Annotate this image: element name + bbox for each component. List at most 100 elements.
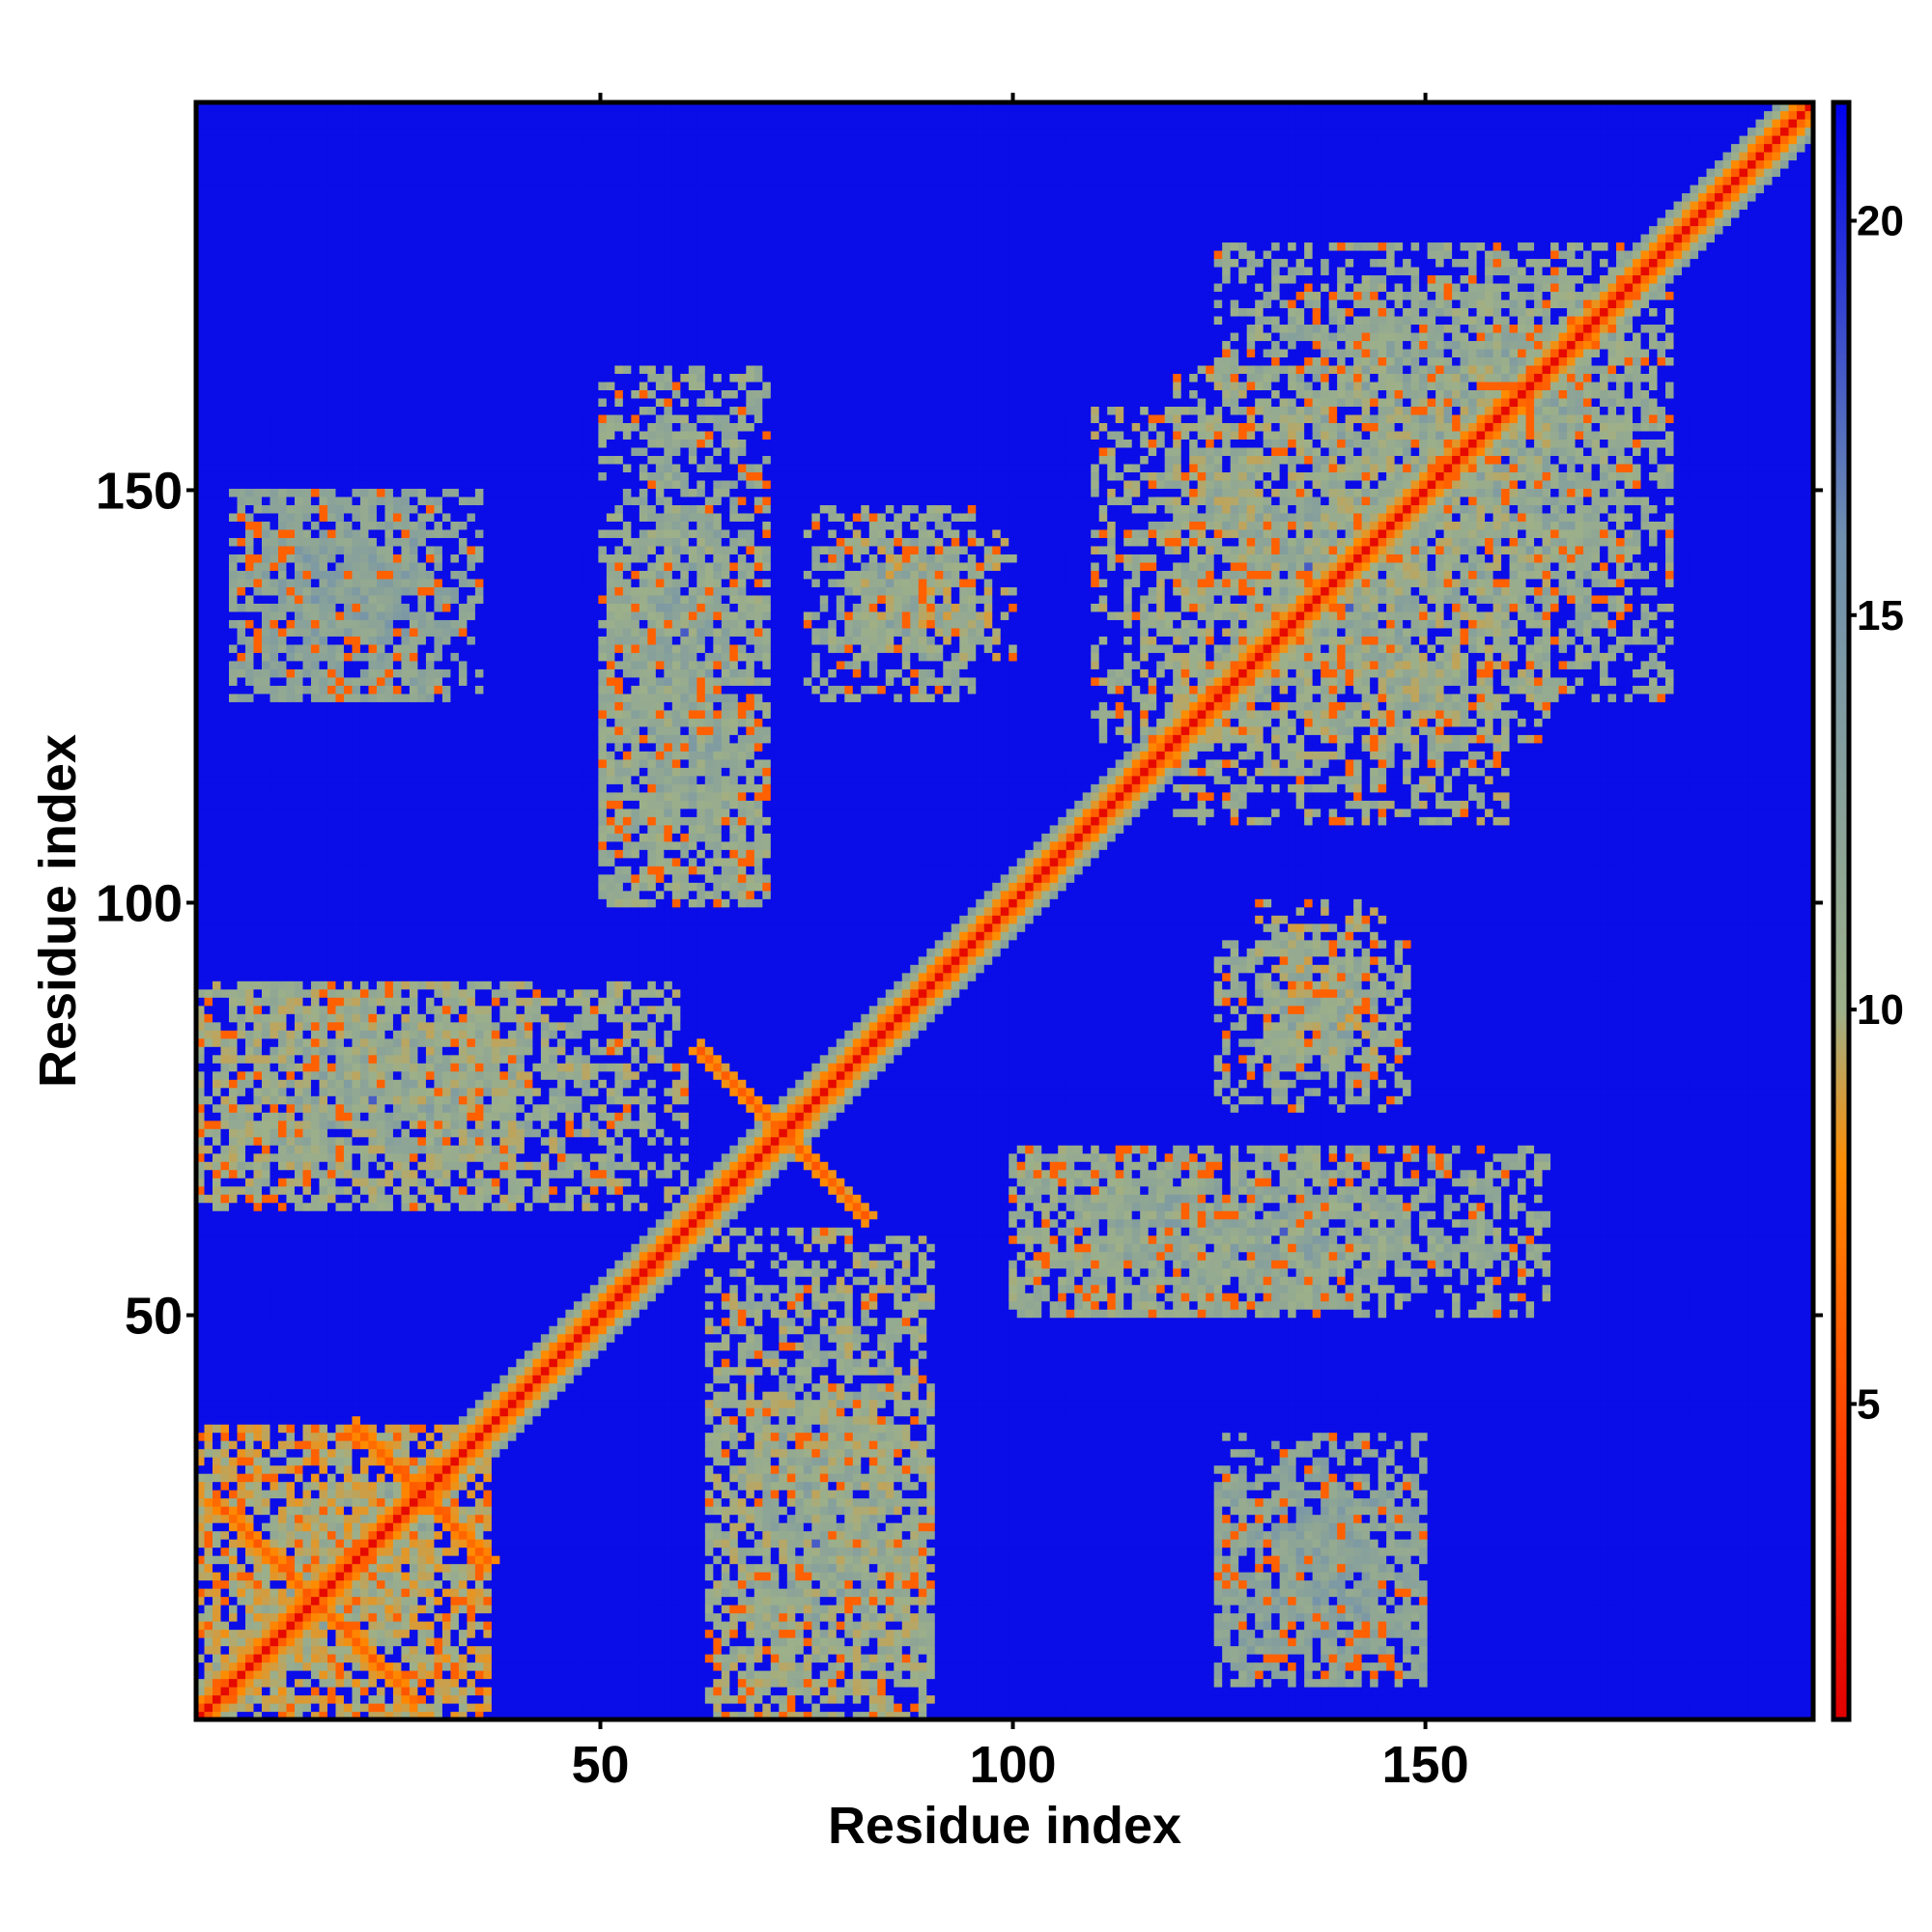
heatmap-cell — [220, 1375, 229, 1383]
heatmap-cell — [311, 1391, 320, 1400]
heatmap-cell — [270, 1637, 278, 1646]
heatmap-cell — [245, 332, 254, 341]
heatmap-cell — [220, 1391, 229, 1400]
heatmap-cell — [220, 1153, 229, 1162]
heatmap-cell — [205, 1555, 213, 1564]
heatmap-cell — [220, 537, 229, 546]
heatmap-cell — [253, 201, 262, 210]
heatmap-cell — [253, 1178, 262, 1186]
heatmap-cell — [327, 1613, 336, 1622]
heatmap-cell — [278, 537, 287, 546]
heatmap-cell — [213, 455, 221, 464]
heatmap-cell — [278, 176, 287, 185]
heatmap-cell — [286, 997, 295, 1006]
heatmap-cell — [360, 283, 369, 292]
heatmap-cell — [270, 1654, 278, 1662]
heatmap-cell — [352, 1637, 360, 1646]
heatmap-cell — [278, 1498, 287, 1507]
heatmap-cell — [295, 1022, 303, 1031]
heatmap-cell — [270, 185, 278, 193]
heatmap-cell — [270, 661, 278, 669]
heatmap-cell — [295, 989, 303, 998]
heatmap-cell — [262, 1079, 270, 1088]
heatmap-cell — [213, 546, 221, 554]
heatmap-cell — [253, 907, 262, 916]
heatmap-cell — [245, 726, 254, 735]
heatmap-cell — [311, 1588, 320, 1597]
heatmap-cell — [220, 324, 229, 332]
heatmap-cell — [245, 1679, 254, 1688]
heatmap-cell — [360, 1022, 369, 1031]
heatmap-cell — [286, 267, 295, 275]
heatmap-cell — [344, 619, 353, 628]
heatmap-cell — [205, 1030, 213, 1038]
heatmap-cell — [278, 792, 287, 801]
heatmap-cell — [311, 1006, 320, 1014]
heatmap-cell — [245, 931, 254, 940]
heatmap-cell — [295, 1465, 303, 1474]
heatmap-cell — [335, 718, 344, 726]
heatmap-cell — [335, 111, 344, 120]
heatmap-cell — [245, 1071, 254, 1080]
heatmap-cell — [229, 833, 238, 841]
heatmap-cell — [302, 234, 311, 242]
heatmap-cell — [270, 537, 278, 546]
heatmap-cell — [360, 1506, 369, 1515]
heatmap-cell — [319, 1539, 327, 1548]
heatmap-cell — [311, 661, 320, 669]
heatmap-cell — [335, 1186, 344, 1195]
heatmap-cell — [311, 1153, 320, 1162]
heatmap-cell — [360, 1121, 369, 1129]
heatmap-cell — [278, 1424, 287, 1433]
heatmap-cell — [220, 809, 229, 817]
heatmap-cell — [270, 546, 278, 554]
heatmap-cell — [237, 1670, 245, 1679]
heatmap-cell — [205, 1219, 213, 1228]
heatmap-cell — [286, 825, 295, 834]
heatmap-cell — [335, 636, 344, 644]
heatmap-cell — [270, 250, 278, 259]
heatmap-cell — [205, 964, 213, 973]
heatmap-cell — [311, 497, 320, 505]
heatmap-cell — [278, 710, 287, 719]
heatmap-cell — [344, 1243, 353, 1252]
heatmap-cell — [327, 882, 336, 891]
heatmap-cell — [319, 685, 327, 694]
heatmap-cell — [220, 1121, 229, 1129]
heatmap-cell — [352, 225, 360, 234]
heatmap-cell — [368, 1646, 377, 1655]
heatmap-cell — [352, 1465, 360, 1474]
heatmap-cell — [360, 948, 369, 956]
heatmap-cell — [205, 1407, 213, 1416]
heatmap-cell — [302, 661, 311, 669]
heatmap-cell — [311, 111, 320, 120]
heatmap-cell — [295, 283, 303, 292]
heatmap-cell — [286, 340, 295, 349]
heatmap-cell — [278, 1153, 287, 1162]
heatmap-cell — [360, 504, 369, 513]
heatmap-cell — [352, 1630, 360, 1638]
heatmap-cell — [262, 586, 270, 595]
heatmap-cell — [352, 1063, 360, 1071]
heatmap-cell — [237, 611, 245, 620]
heatmap-cell — [311, 849, 320, 858]
heatmap-cell — [311, 1539, 320, 1548]
heatmap-cell — [335, 940, 344, 949]
heatmap-cell — [270, 956, 278, 965]
heatmap-cell — [205, 1440, 213, 1449]
heatmap-cell — [253, 209, 262, 217]
heatmap-cell — [319, 340, 327, 349]
heatmap-cell — [213, 1260, 221, 1268]
heatmap-cell — [270, 1334, 278, 1343]
heatmap-cell — [262, 1522, 270, 1531]
heatmap-cell — [205, 480, 213, 489]
heatmap-cell — [368, 1473, 377, 1482]
heatmap-cell — [270, 1424, 278, 1433]
heatmap-cell — [220, 907, 229, 916]
heatmap-cell — [262, 1407, 270, 1416]
heatmap-cell — [295, 307, 303, 316]
heatmap-cell — [270, 1301, 278, 1310]
heatmap-cell — [237, 1236, 245, 1244]
heatmap-cell — [335, 1621, 344, 1630]
heatmap-cell — [327, 554, 336, 562]
